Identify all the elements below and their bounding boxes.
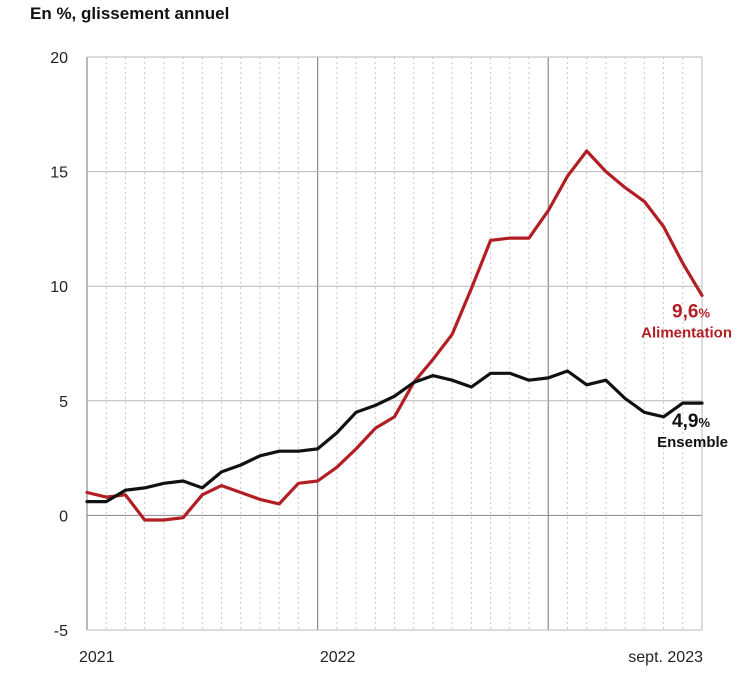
- end-labels: 9,6% Alimentation 4,9% Ensemble: [641, 301, 732, 451]
- end-name-alimentation: Alimentation: [641, 324, 732, 341]
- grid: [86, 56, 703, 631]
- series-line-ensemble: [85, 369, 704, 504]
- y-tick-label: 10: [50, 279, 68, 296]
- y-tick-label: -5: [54, 623, 68, 640]
- y-tick-label: 0: [59, 508, 68, 525]
- y-axis: 20 15 10 5 0 -5: [50, 50, 68, 640]
- x-tick-label: sept. 2023: [628, 649, 703, 666]
- series-line-alimentation: [85, 149, 704, 522]
- x-tick-label: 2022: [320, 649, 356, 666]
- x-tick-label: 2021: [79, 649, 115, 666]
- series-lines: [85, 149, 704, 522]
- y-tick-label: 20: [50, 50, 68, 67]
- y-tick-label: 5: [59, 394, 68, 411]
- end-value-ensemble: 4,9%: [672, 411, 710, 432]
- chart-title: En %, glissement annuel: [30, 4, 230, 23]
- y-tick-label: 15: [50, 165, 68, 182]
- end-name-ensemble: Ensemble: [657, 434, 728, 451]
- x-axis: 2021 2022 sept. 2023: [79, 649, 703, 666]
- end-value-alimentation: 9,6%: [672, 301, 710, 322]
